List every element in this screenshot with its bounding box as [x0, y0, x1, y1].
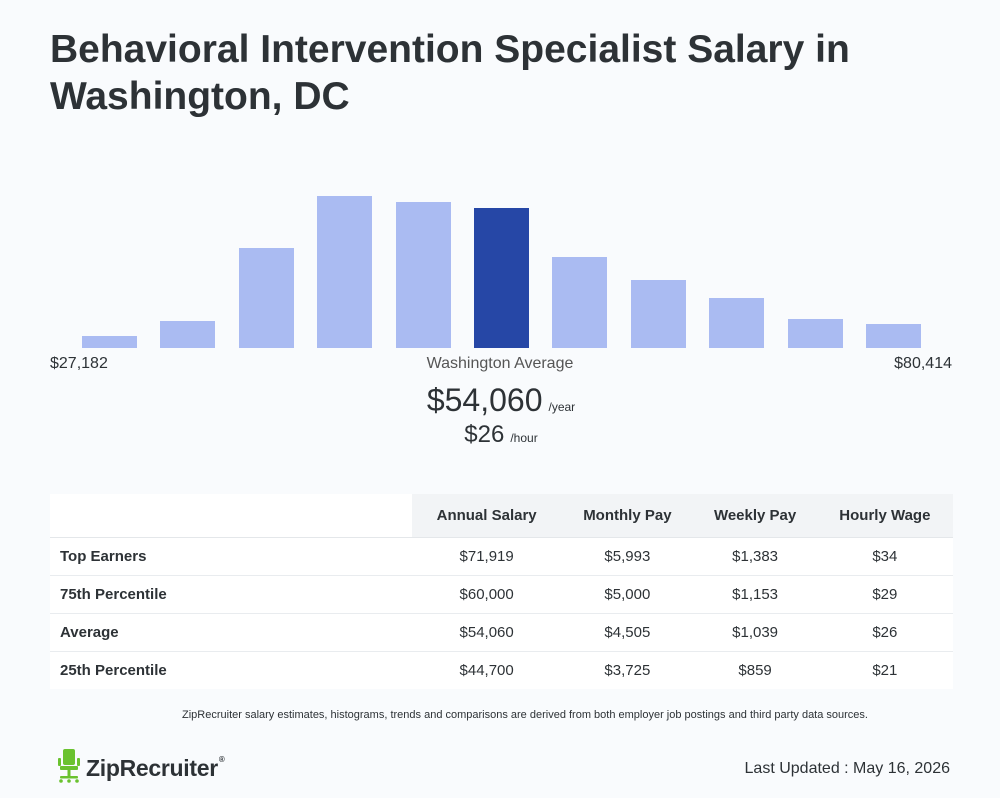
table-cell: $859 [738, 662, 772, 679]
table-header-blank [50, 494, 412, 538]
table-row: 25th Percentile $44,700 $3,725 $859 $21 [50, 652, 953, 690]
histogram-bar [866, 324, 921, 348]
table-cell: $26 [816, 613, 953, 652]
row-label: Average [50, 613, 412, 652]
histogram-bar [788, 319, 843, 348]
histogram-bar [552, 257, 607, 348]
table-cell: $44,700 [459, 662, 514, 679]
average-hourly: $26/hour [0, 421, 1000, 449]
row-label: 25th Percentile [60, 662, 167, 679]
ziprecruiter-logo[interactable]: ZipRecruiter® [58, 748, 225, 788]
table-cell: $34 [816, 537, 953, 576]
chair-icon [58, 748, 80, 788]
disclaimer-note: ZipRecruiter salary estimates, histogram… [182, 709, 868, 721]
brand-name: ZipRecruiter® [86, 754, 225, 781]
table-cell: $1,039 [693, 613, 817, 652]
table-cell: $3,725 [604, 662, 651, 679]
histogram-bar [631, 280, 686, 348]
histogram-bar-highlight [474, 208, 529, 348]
average-annual-amount: $54,060 [426, 382, 543, 418]
table-header-hourly: Hourly Wage [816, 494, 953, 538]
table-cell: $1,383 [693, 537, 817, 576]
table-row: 75th Percentile $60,000 $5,000 $1,153 $2… [50, 575, 953, 614]
table-header-monthly: Monthly Pay [561, 494, 694, 538]
pay-table: Annual Salary Monthly Pay Weekly Pay Hou… [50, 494, 953, 689]
histogram-bar [239, 248, 294, 348]
table-cell: $4,505 [561, 613, 694, 652]
histogram-bar [709, 298, 764, 348]
table-cell: $1,153 [693, 575, 817, 614]
average-label: Washington Average [426, 355, 574, 372]
table-cell: $29 [816, 575, 953, 614]
average-hourly-unit: /hour [510, 431, 538, 445]
table-header-row: Annual Salary Monthly Pay Weekly Pay Hou… [50, 494, 953, 538]
histogram-bar [396, 202, 451, 348]
table-header-annual: Annual Salary [412, 494, 562, 538]
table-cell: $21 [872, 662, 898, 679]
row-label: 75th Percentile [50, 575, 412, 614]
range-min-label: $27,182 [50, 355, 108, 372]
table-cell: $54,060 [412, 613, 562, 652]
histogram-bar [160, 321, 215, 348]
table-row: Top Earners $71,919 $5,993 $1,383 $34 [50, 537, 953, 576]
page-title: Behavioral Intervention Specialist Salar… [50, 28, 850, 118]
salary-histogram [0, 0, 1000, 348]
average-hourly-amount: $26 [464, 421, 505, 448]
histogram-bar [82, 336, 137, 348]
table-cell: $5,993 [561, 537, 694, 576]
table-header-weekly: Weekly Pay [693, 494, 817, 538]
row-label: Top Earners [50, 537, 412, 576]
table-cell: $60,000 [412, 575, 562, 614]
brand-registered-mark: ® [218, 754, 225, 764]
histogram-bar [317, 196, 372, 348]
average-annual-unit: /year [548, 400, 576, 414]
table-cell: $71,919 [412, 537, 562, 576]
range-max-label: $80,414 [894, 355, 952, 372]
table-row: Average $54,060 $4,505 $1,039 $26 [50, 613, 953, 652]
last-updated: Last Updated : May 16, 2026 [744, 760, 950, 777]
average-annual: $54,060/year [0, 382, 1000, 419]
table-cell: $5,000 [561, 575, 694, 614]
